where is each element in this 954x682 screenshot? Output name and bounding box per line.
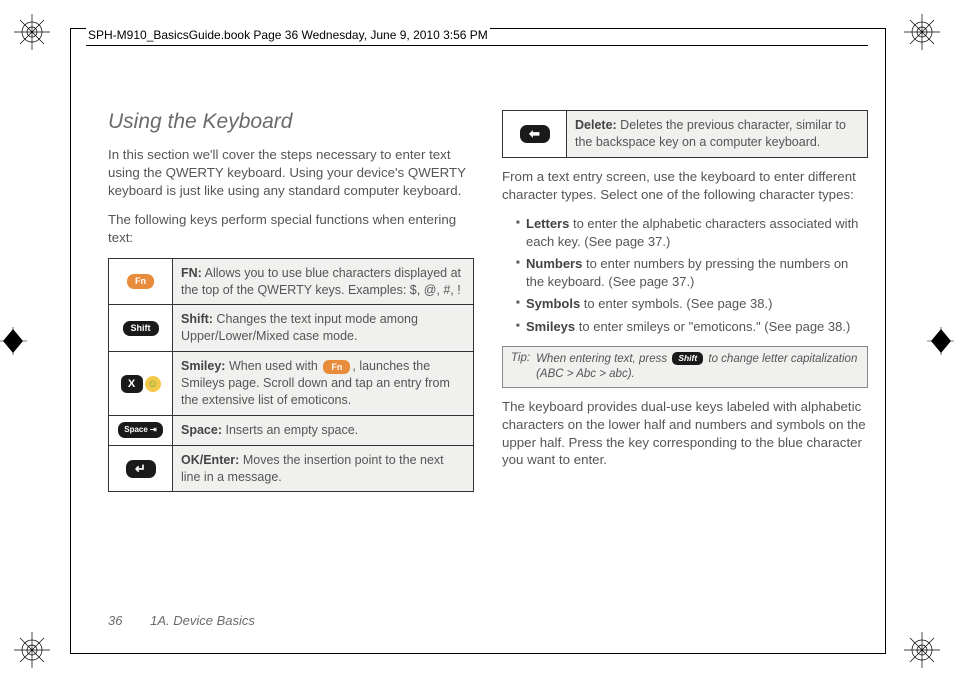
list-item: Smileys to enter smileys or "emoticons."… <box>516 318 868 336</box>
delete-key-desc: Delete: Deletes the previous character, … <box>567 111 868 158</box>
table-row: ↵ OK/Enter: Moves the insertion point to… <box>109 445 474 492</box>
section-title: Using the Keyboard <box>108 110 474 134</box>
dual-use-paragraph: The keyboard provides dual-use keys labe… <box>502 398 868 470</box>
page-footer: 36 1A. Device Basics <box>108 613 255 628</box>
shift-key-desc: Shift: Changes the text input mode among… <box>173 305 474 352</box>
intro-paragraph-2: The following keys perform special funct… <box>108 211 474 247</box>
list-item: Symbols to enter symbols. (See page 38.) <box>516 295 868 313</box>
space-key-desc: Space: Inserts an empty space. <box>173 415 474 445</box>
space-key-icon: Space ⇥ <box>109 415 173 445</box>
inline-shift-key-icon: Shift <box>672 352 703 365</box>
table-row: ⬅ Delete: Deletes the previous character… <box>503 111 868 158</box>
crop-mark-bottom-right <box>902 630 942 670</box>
table-row: Space ⇥ Space: Inserts an empty space. <box>109 415 474 445</box>
enter-key-desc: OK/Enter: Moves the insertion point to t… <box>173 445 474 492</box>
smiley-key-icon: X ☺ <box>109 352 173 416</box>
tip-box: Tip: When entering text, press Shift to … <box>502 346 868 388</box>
table-row: Fn FN: Allows you to use blue characters… <box>109 258 474 305</box>
key-function-table: Fn FN: Allows you to use blue characters… <box>108 258 474 493</box>
intro-paragraph-1: In this section we'll cover the steps ne… <box>108 146 474 200</box>
table-row: Shift Shift: Changes the text input mode… <box>109 305 474 352</box>
right-column: ⬅ Delete: Deletes the previous character… <box>502 110 868 492</box>
key-function-table-continued: ⬅ Delete: Deletes the previous character… <box>502 110 868 158</box>
crop-mark-top-right <box>902 12 942 52</box>
running-header: SPH-M910_BasicsGuide.book Page 36 Wednes… <box>86 28 490 42</box>
left-column: Using the Keyboard In this section we'll… <box>108 110 474 492</box>
list-item: Letters to enter the alphabetic characte… <box>516 215 868 251</box>
registration-mark-left <box>0 326 28 356</box>
table-row: X ☺ Smiley: When used with Fn, launches … <box>109 352 474 416</box>
crop-mark-top-left <box>12 12 52 52</box>
section-label: 1A. Device Basics <box>150 613 255 628</box>
delete-key-icon: ⬅ <box>503 111 567 158</box>
inline-fn-key-icon: Fn <box>323 360 350 374</box>
enter-key-icon: ↵ <box>109 445 173 492</box>
fn-key-icon: Fn <box>109 258 173 305</box>
smiley-key-desc: Smiley: When used with Fn, launches the … <box>173 352 474 416</box>
registration-mark-right <box>926 326 954 356</box>
fn-key-desc: FN: Allows you to use blue characters di… <box>173 258 474 305</box>
crop-mark-bottom-left <box>12 630 52 670</box>
list-item: Numbers to enter numbers by pressing the… <box>516 255 868 291</box>
shift-key-icon: Shift <box>109 305 173 352</box>
page-number: 36 <box>108 613 122 628</box>
char-types-lead: From a text entry screen, use the keyboa… <box>502 168 868 204</box>
header-rule <box>86 45 868 46</box>
character-types-list: Letters to enter the alphabetic characte… <box>502 215 868 336</box>
smiley-face-icon: ☺ <box>145 376 161 392</box>
page-content: Using the Keyboard In this section we'll… <box>108 110 868 492</box>
